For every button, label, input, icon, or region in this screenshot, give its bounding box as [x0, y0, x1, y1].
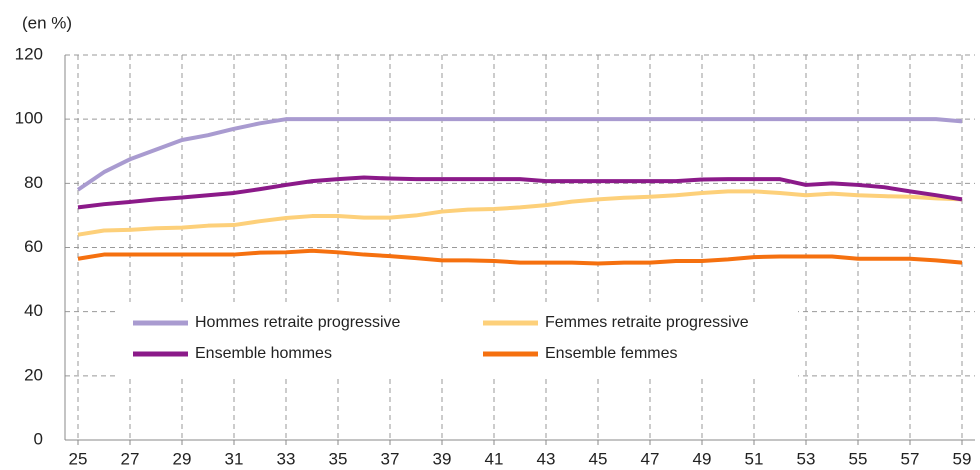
legend-label: Ensemble femmes [545, 345, 678, 362]
y-tick-label: 120 [15, 44, 43, 63]
legend-label: Ensemble hommes [195, 345, 332, 362]
series-line [77, 248, 963, 266]
y-tick-label: 80 [24, 173, 43, 192]
x-tick-label: 51 [745, 449, 764, 468]
x-tick-label: 43 [537, 449, 556, 468]
x-tick-label: 57 [901, 449, 920, 468]
x-tick-label: 47 [641, 449, 660, 468]
y-tick-label: 60 [24, 237, 43, 256]
y-tick-label: 0 [34, 429, 43, 448]
x-tick-label: 39 [433, 449, 452, 468]
x-tick-label: 53 [797, 449, 816, 468]
x-tick-label: 33 [277, 449, 296, 468]
y-axis-label: (en %) [22, 13, 72, 32]
x-tick-label: 31 [225, 449, 244, 468]
legend: Hommes retraite progressive Femmes retrai… [115, 302, 798, 378]
y-tick-label: 40 [24, 301, 43, 320]
x-tick-label: 25 [69, 449, 88, 468]
series-line [77, 175, 963, 210]
x-tick-label: 29 [173, 449, 192, 468]
series-line [77, 189, 963, 237]
y-tick-label: 20 [24, 365, 43, 384]
x-tick-label: 27 [121, 449, 140, 468]
series-line [76, 117, 963, 192]
x-tick-label: 41 [485, 449, 504, 468]
legend-box [115, 302, 798, 378]
x-tick-label: 37 [381, 449, 400, 468]
legend-label: Femmes retraite progressive [545, 314, 749, 331]
x-tick-label: 59 [953, 449, 972, 468]
y-tick-label: 100 [15, 109, 43, 128]
x-tick-label: 55 [849, 449, 868, 468]
legend-label: Hommes retraite progressive [195, 314, 401, 331]
x-tick-label: 49 [693, 449, 712, 468]
x-tick-label: 35 [329, 449, 348, 468]
x-tick-label: 45 [589, 449, 608, 468]
